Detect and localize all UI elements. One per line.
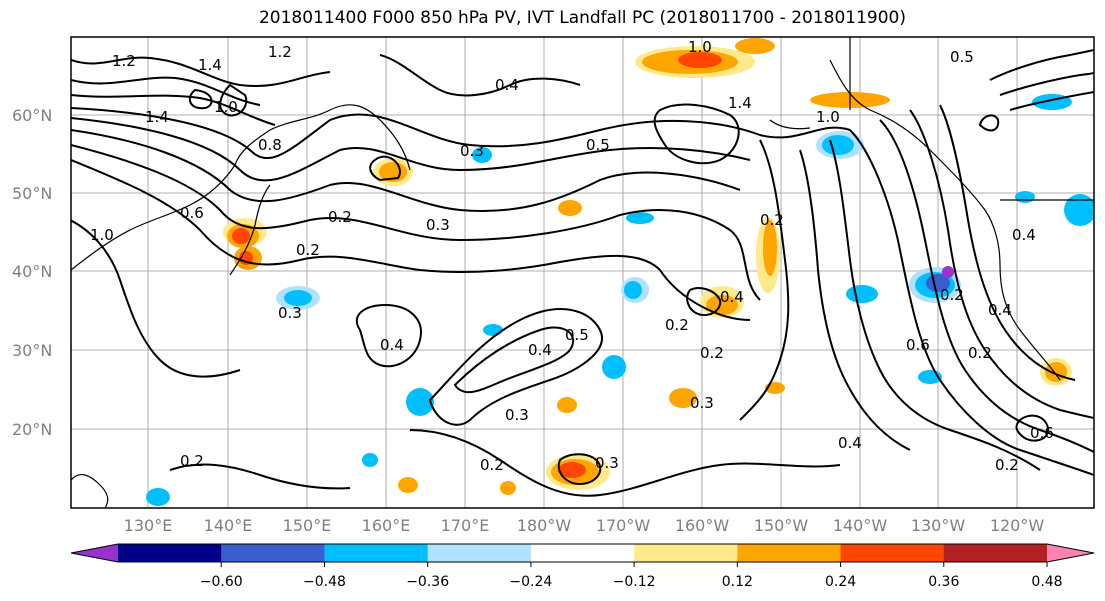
pv-contour-lines <box>71 49 1094 497</box>
contour-label: 0.2 <box>480 456 504 474</box>
contour-label: 0.4 <box>495 76 519 94</box>
colorbar-cell <box>943 544 1048 562</box>
contour-label: 0.3 <box>426 216 450 234</box>
colorbar-cell <box>221 544 325 562</box>
colorbar-extend-low <box>71 544 118 562</box>
contour-label: 1.4 <box>145 108 169 126</box>
contour-labels: 1.2 1.4 1.4 1.0 1.2 0.8 1.0 0.6 0.3 0.2 … <box>90 38 1054 474</box>
lat-label: 20°N <box>12 420 52 439</box>
contour-label: 1.4 <box>198 56 222 74</box>
lon-label: 140°E <box>204 516 253 535</box>
colorbar-cell <box>324 544 429 562</box>
contour-label: 0.2 <box>995 456 1019 474</box>
contour-label: 0.3 <box>595 454 619 472</box>
lon-label: 150°E <box>283 516 332 535</box>
contour-label: 0.6 <box>1030 424 1054 442</box>
lon-label: 170°W <box>596 516 651 535</box>
contour-label: 0.2 <box>296 241 320 259</box>
colorbar: −0.60 −0.48 −0.36 −0.24 −0.12 0.12 0.24 0.36 0.4… <box>70 543 1095 590</box>
contour-label: 0.4 <box>1012 226 1036 244</box>
colorbar-tick-label: −0.24 <box>509 574 552 590</box>
contour-label: 1.2 <box>112 52 136 70</box>
map-frame <box>70 36 1095 509</box>
lon-label: 170°E <box>441 516 490 535</box>
colorbar-cell <box>737 544 842 562</box>
contour-label: 0.3 <box>690 394 714 412</box>
contour-label: 1.4 <box>728 94 752 112</box>
contour-label: 0.2 <box>180 452 204 470</box>
colorbar-cell <box>530 544 635 562</box>
contour-label: 0.5 <box>950 48 974 66</box>
lon-label: 180°W <box>517 516 572 535</box>
contour-label: 0.3 <box>505 406 529 424</box>
contour-label: 0.6 <box>180 204 204 222</box>
lon-label: 130°W <box>911 516 966 535</box>
contour-label: 0.2 <box>760 211 784 229</box>
lon-label: 130°E <box>124 516 173 535</box>
contour-label: 0.4 <box>528 341 552 359</box>
coastlines <box>71 37 1094 508</box>
contour-label: 0.5 <box>565 326 589 344</box>
lon-label: 140°W <box>833 516 888 535</box>
contour-label: 0.4 <box>380 336 404 354</box>
longitude-labels: 130°E 140°E 150°E 160°E 170°E 180°W 170°… <box>124 516 1045 535</box>
contour-label: 0.2 <box>968 344 992 362</box>
latitude-labels: 60°N 50°N 40°N 30°N 20°N <box>12 106 52 439</box>
contour-label: 0.3 <box>460 142 484 160</box>
contour-label: 0.2 <box>940 286 964 304</box>
contour-label: 1.0 <box>688 38 712 56</box>
colorbar-tick-label: 0.24 <box>825 574 856 590</box>
colorbar-tick-label: −0.48 <box>303 574 346 590</box>
lon-label: 160°E <box>362 516 411 535</box>
colorbar-tick-label: 0.48 <box>1031 574 1062 590</box>
lat-label: 30°N <box>12 341 52 360</box>
contour-label: 0.5 <box>586 136 610 154</box>
map-title: 2018011400 F000 850 hPa PV, IVT Landfall… <box>258 8 906 28</box>
lon-label: 150°W <box>754 516 809 535</box>
contour-label: 0.2 <box>700 344 724 362</box>
contour-label: 0.2 <box>328 208 352 226</box>
colorbar-cell <box>840 544 945 562</box>
colorbar-tick-label: 0.12 <box>722 574 753 590</box>
lon-label: 120°W <box>990 516 1045 535</box>
colorbar-tick-label: −0.12 <box>613 574 656 590</box>
colorbar-extend-high <box>1047 544 1094 562</box>
contour-label: 0.4 <box>838 434 862 452</box>
lon-label: 160°W <box>675 516 730 535</box>
colorbar-cell <box>427 544 532 562</box>
colorbar-cell <box>118 544 222 562</box>
contour-label: 0.6 <box>906 336 930 354</box>
colorbar-cell <box>634 544 738 562</box>
contour-label: 0.4 <box>720 288 744 306</box>
lat-label: 60°N <box>12 106 52 125</box>
colorbar-tick-label: −0.36 <box>406 574 449 590</box>
graticule <box>71 37 1094 508</box>
lat-label: 50°N <box>12 184 52 203</box>
contour-label: 1.0 <box>214 98 238 116</box>
contour-label: 0.3 <box>278 304 302 322</box>
contour-label: 0.2 <box>665 316 689 334</box>
colorbar-tick-label: −0.60 <box>200 574 243 590</box>
contour-label: 1.2 <box>268 43 292 61</box>
contour-label: 1.0 <box>90 226 114 244</box>
contour-label: 0.8 <box>258 136 282 154</box>
contour-label: 1.0 <box>816 108 840 126</box>
colorbar-tick-label: 0.36 <box>928 574 959 590</box>
contour-label: 0.4 <box>988 301 1012 319</box>
lat-label: 40°N <box>12 262 52 281</box>
